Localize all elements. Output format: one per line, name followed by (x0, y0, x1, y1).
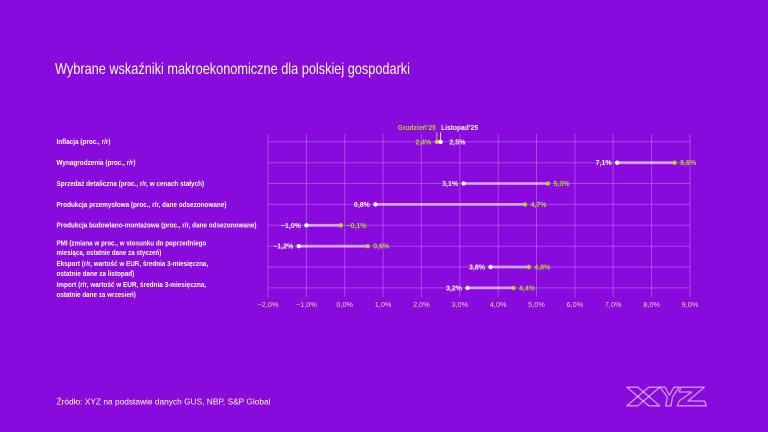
svg-text:5,3%: 5,3% (554, 181, 571, 188)
svg-text:2,0%: 2,0% (413, 300, 430, 309)
svg-text:6,0%: 6,0% (567, 300, 584, 309)
svg-text:3,2%: 3,2% (446, 285, 463, 292)
svg-text:−0,1%: −0,1% (346, 223, 367, 230)
svg-text:Produkcja budowlano-montażowa: Produkcja budowlano-montażowa (proc., r/… (57, 221, 258, 230)
svg-text:Sprzedaż detaliczna (proc., r/: Sprzedaż detaliczna (proc., r/r, w cenac… (57, 179, 205, 188)
svg-text:0,0%: 0,0% (336, 300, 353, 309)
svg-text:3,8%: 3,8% (469, 265, 486, 272)
svg-text:−1,2%: −1,2% (273, 244, 294, 251)
svg-text:Import (r/r, wartość w EUR, śr: Import (r/r, wartość w EUR, średnia 3-mi… (57, 280, 207, 289)
svg-text:8,6%: 8,6% (680, 160, 697, 167)
svg-text:3,0%: 3,0% (451, 300, 468, 309)
svg-text:Wybrane wskaźniki makroekonomi: Wybrane wskaźniki makroekonomiczne dla p… (55, 61, 410, 78)
svg-text:−2,0%: −2,0% (258, 300, 279, 309)
svg-text:PMI (zmiana w proc., w stosunk: PMI (zmiana w proc., w stosunku do poprz… (57, 238, 207, 247)
svg-text:ostatnie dane za wrzesień): ostatnie dane za wrzesień) (57, 290, 137, 299)
svg-text:4,0%: 4,0% (490, 300, 507, 309)
svg-text:2,4%: 2,4% (415, 139, 432, 146)
svg-text:4,4%: 4,4% (519, 285, 536, 292)
svg-text:1,0%: 1,0% (375, 300, 392, 309)
svg-text:0,6%: 0,6% (373, 244, 390, 251)
svg-text:ostatnie dane za listopad): ostatnie dane za listopad) (57, 269, 135, 278)
svg-text:miesiąca, ostatnie dane za sty: miesiąca, ostatnie dane za styczeń) (57, 248, 162, 257)
svg-text:4,8%: 4,8% (534, 265, 551, 272)
svg-text:7,0%: 7,0% (605, 300, 622, 309)
svg-text:−1,0%: −1,0% (296, 300, 317, 309)
svg-text:−1,0%: −1,0% (281, 223, 302, 230)
svg-text:9,0%: 9,0% (682, 300, 699, 309)
svg-text:Wynagrodzenia (proc., r/r): Wynagrodzenia (proc., r/r) (57, 158, 137, 167)
svg-text:Grudzień’25: Grudzień’25 (398, 123, 436, 132)
svg-text:7,1%: 7,1% (596, 160, 613, 167)
svg-text:3,1%: 3,1% (442, 181, 459, 188)
svg-text:2,5%: 2,5% (449, 139, 466, 146)
svg-text:Listopad’25: Listopad’25 (441, 123, 478, 132)
svg-text:Eksport (r/r, wartość w EUR, ś: Eksport (r/r, wartość w EUR, średnia 3-m… (57, 259, 209, 268)
svg-text:Źródło: XYZ na podstawie danyc: Źródło: XYZ na podstawie danych GUS, NBP… (57, 397, 271, 407)
svg-text:Produkcja przemysłowa (proc.,: Produkcja przemysłowa (proc., r/r, dane … (57, 200, 228, 209)
svg-text:Inflacja (proc., r/r): Inflacja (proc., r/r) (57, 137, 112, 146)
svg-text:8,0%: 8,0% (643, 300, 660, 309)
svg-text:4,7%: 4,7% (531, 202, 548, 209)
svg-text:0,8%: 0,8% (354, 202, 371, 209)
svg-text:5,0%: 5,0% (528, 300, 545, 309)
